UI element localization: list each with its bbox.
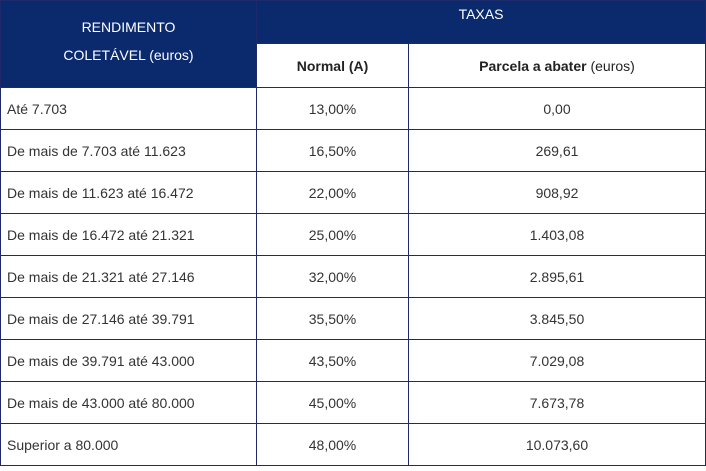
rate-cell: 48,00%	[256, 423, 409, 466]
rate-cell: 32,00%	[256, 255, 409, 298]
income-label-line1: RENDIMENTO	[81, 19, 176, 35]
income-range-cell: De mais de 21.321 até 27.146	[0, 255, 257, 298]
deduction-cell: 3.845,50	[408, 297, 706, 340]
deduction-cell: 2.895,61	[408, 255, 706, 298]
deduction-cell: 269,61	[408, 129, 706, 172]
table-row: De mais de 16.472 até 21.321 25,00% 1.40…	[0, 213, 706, 256]
normal-rate-column-header: Normal (A)	[256, 43, 409, 88]
income-range-cell: Superior a 80.000	[0, 423, 257, 466]
income-range-cell: De mais de 43.000 até 80.000	[0, 381, 257, 424]
rate-cell: 35,50%	[256, 297, 409, 340]
rate-cell: 43,50%	[256, 339, 409, 382]
deduction-cell: 1.403,08	[408, 213, 706, 256]
income-range-cell: De mais de 7.703 até 11.623	[0, 129, 257, 172]
income-range-cell: De mais de 16.472 até 21.321	[0, 213, 257, 256]
income-range-cell: Até 7.703	[0, 87, 257, 130]
income-range-cell: De mais de 27.146 até 39.791	[0, 297, 257, 340]
normal-rate-label: Normal (A)	[296, 57, 369, 74]
deduction-cell: 0,00	[408, 87, 706, 130]
table-header: RENDIMENTO COLETÁVEL (euros) TAXAS Norma…	[0, 0, 706, 88]
table-row: Até 7.703 13,00% 0,00	[0, 87, 706, 130]
income-label-line2: COLETÁVEL (euros)	[63, 47, 194, 63]
table-row: De mais de 11.623 até 16.472 22,00% 908,…	[0, 171, 706, 214]
table-row: De mais de 7.703 até 11.623 16,50% 269,6…	[0, 129, 706, 172]
rate-cell: 13,00%	[256, 87, 409, 130]
table-row: De mais de 39.791 até 43.000 43,50% 7.02…	[0, 339, 706, 382]
table-row: De mais de 43.000 até 80.000 45,00% 7.67…	[0, 381, 706, 424]
rate-cell: 25,00%	[256, 213, 409, 256]
table-row: Superior a 80.000 48,00% 10.073,60	[0, 423, 706, 466]
income-column-header: RENDIMENTO COLETÁVEL (euros)	[0, 0, 257, 88]
deduction-cell: 7.673,78	[408, 381, 706, 424]
deduction-cell: 10.073,60	[408, 423, 706, 466]
rate-cell: 22,00%	[256, 171, 409, 214]
deduction-label: Parcela a abater	[479, 57, 587, 74]
table-row: De mais de 21.321 até 27.146 32,00% 2.89…	[0, 255, 706, 298]
deduction-column-header: Parcela a abater (euros)	[408, 43, 706, 88]
rates-group-header: TAXAS	[256, 0, 706, 44]
rate-cell: 16,50%	[256, 129, 409, 172]
income-range-cell: De mais de 11.623 até 16.472	[0, 171, 257, 214]
income-range-cell: De mais de 39.791 até 43.000	[0, 339, 257, 382]
table-body: Até 7.703 13,00% 0,00 De mais de 7.703 a…	[0, 87, 706, 466]
table-row: De mais de 27.146 até 39.791 35,50% 3.84…	[0, 297, 706, 340]
deduction-cell: 7.029,08	[408, 339, 706, 382]
deduction-cell: 908,92	[408, 171, 706, 214]
rate-cell: 45,00%	[256, 381, 409, 424]
deduction-unit-label: (euros)	[586, 57, 635, 74]
